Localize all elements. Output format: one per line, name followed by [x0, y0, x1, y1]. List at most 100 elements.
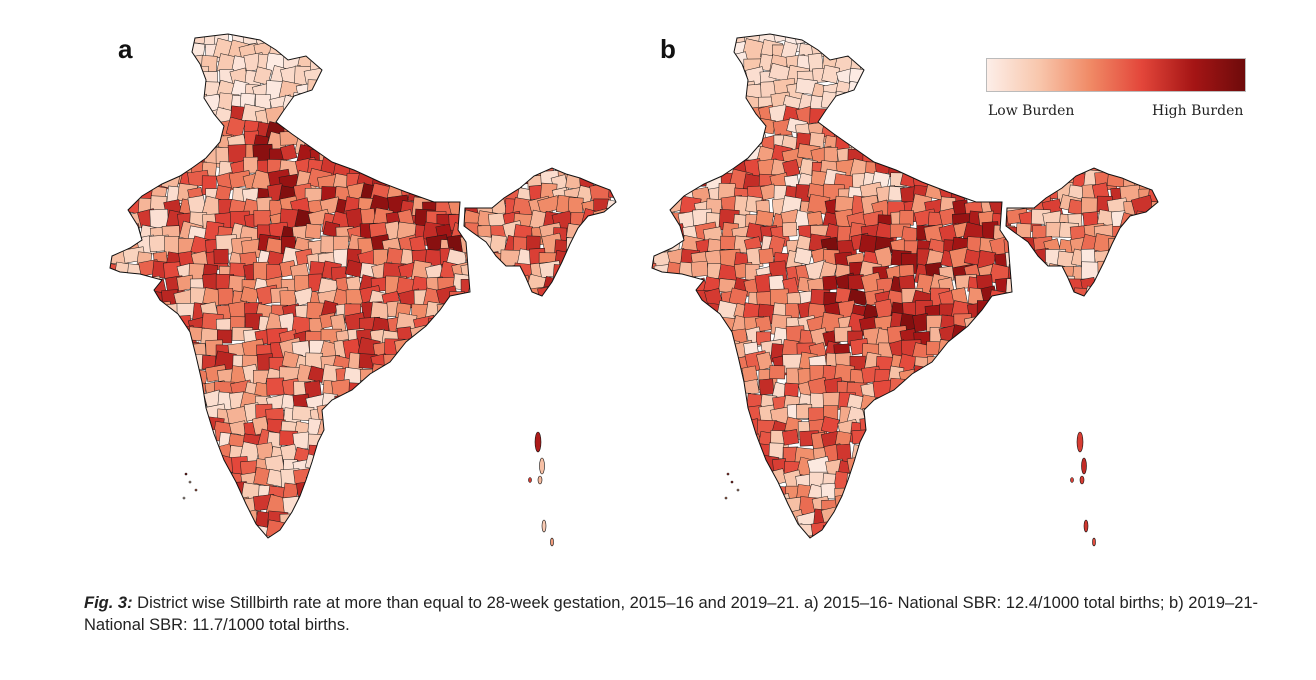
district-cell — [654, 459, 677, 481]
district-cell — [888, 377, 906, 400]
district-cell — [1056, 443, 1078, 458]
district-cell — [652, 34, 658, 49]
district-cell — [1040, 352, 1060, 376]
district-cell — [330, 405, 354, 424]
district-cell — [1092, 509, 1115, 530]
district-cell — [1134, 519, 1155, 538]
district-cell — [1110, 379, 1133, 399]
district-cell — [924, 483, 946, 503]
district-cell — [964, 520, 989, 538]
district-cell — [318, 122, 334, 144]
district-cell — [1005, 441, 1029, 464]
district-cell — [257, 534, 278, 538]
district-cell — [565, 65, 588, 88]
district-cell — [140, 83, 161, 105]
district-cell — [928, 122, 947, 142]
district-cell — [566, 44, 582, 60]
district-cell — [527, 149, 549, 165]
district-cell — [434, 521, 456, 538]
district-cell — [927, 129, 949, 152]
district-cell — [1097, 273, 1115, 293]
district-cell — [111, 394, 138, 420]
district-cell — [1161, 133, 1182, 151]
district-cell — [902, 80, 924, 101]
district-cell — [161, 472, 184, 493]
district-cell — [345, 482, 364, 504]
district-cell — [358, 440, 383, 461]
district-cell — [567, 108, 586, 125]
district-cell — [1003, 147, 1025, 166]
district-cell — [706, 404, 725, 426]
district-cell — [1106, 369, 1125, 388]
district-cell — [862, 34, 882, 51]
district-cell — [968, 468, 992, 487]
district-cell — [189, 509, 210, 528]
district-cell — [164, 447, 184, 463]
district-cell — [914, 82, 934, 103]
district-cell — [488, 95, 513, 115]
district-cell — [149, 54, 169, 78]
district-cell — [928, 92, 949, 110]
district-cell — [981, 495, 1000, 511]
district-cell — [963, 338, 987, 357]
district-cell — [166, 354, 185, 373]
district-cell — [938, 82, 959, 105]
district-cell — [567, 536, 585, 538]
district-cell — [652, 446, 665, 472]
district-cell — [845, 484, 867, 505]
district-cell — [1107, 324, 1126, 345]
choropleth-map-b — [651, 33, 1182, 547]
district-cell — [1105, 276, 1128, 297]
district-cell — [942, 484, 964, 504]
district-cell — [654, 79, 676, 101]
district-cell — [666, 146, 690, 167]
district-cell — [652, 68, 655, 92]
district-cell — [846, 34, 871, 45]
district-cell — [565, 172, 583, 190]
district-cell — [565, 275, 586, 298]
district-cell — [512, 429, 533, 454]
district-cell — [369, 42, 389, 61]
district-cell — [349, 67, 368, 86]
district-cell — [409, 380, 430, 400]
district-cell — [344, 510, 362, 533]
district-cell — [924, 407, 940, 426]
district-cell — [851, 106, 873, 127]
district-cell — [320, 105, 340, 125]
district-cell — [605, 131, 616, 150]
district-cell — [1149, 367, 1158, 387]
district-cell — [1122, 441, 1147, 466]
district-cell — [149, 131, 169, 149]
district-cell — [579, 467, 605, 488]
district-cell — [463, 317, 482, 333]
district-cell — [885, 34, 906, 47]
choropleth-map-a — [109, 33, 640, 547]
district-cell — [1056, 291, 1072, 311]
district-cell — [953, 390, 974, 412]
district-cell — [979, 171, 999, 191]
district-cell — [593, 391, 616, 416]
district-cell — [820, 416, 840, 435]
district-cell — [490, 122, 510, 144]
district-cell — [333, 118, 350, 138]
district-cell — [593, 236, 615, 258]
district-cell — [618, 369, 638, 383]
district-cell — [565, 247, 583, 268]
district-cell — [1159, 210, 1177, 231]
district-cell — [690, 260, 709, 278]
district-cell — [912, 416, 929, 437]
district-cell — [806, 211, 824, 227]
district-cell — [422, 395, 439, 413]
district-cell — [135, 324, 158, 346]
district-cell — [618, 497, 640, 521]
district-cell — [940, 66, 958, 86]
district-cell — [604, 222, 616, 240]
panel-label-b: b — [660, 34, 676, 64]
district-cell — [884, 44, 901, 67]
district-cell — [459, 534, 481, 538]
district-cell — [1085, 339, 1107, 356]
district-cell — [422, 45, 439, 63]
district-cell — [449, 185, 468, 203]
district-cell — [110, 382, 128, 403]
district-cell — [111, 277, 136, 302]
